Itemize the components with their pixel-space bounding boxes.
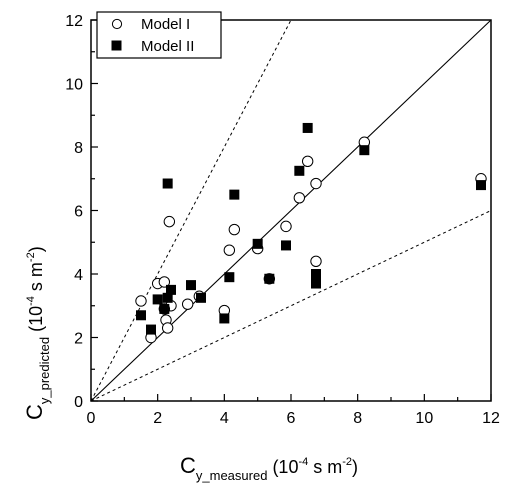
y-tick-label: 10 (65, 77, 83, 94)
y-axis-title-main: C (22, 404, 47, 420)
model-ii-point (359, 145, 370, 156)
model-ii-point (159, 303, 170, 314)
model-ii-point (219, 313, 230, 324)
y-tick-label: 4 (74, 267, 83, 284)
y-axis-title: Cy_predicted (10-4 s m-2) (22, 246, 52, 420)
data-points (135, 122, 487, 344)
y-tick-label: 12 (65, 13, 83, 30)
legend: Model I Model II (96, 11, 222, 59)
y-axis-title-unit-mid: s m (26, 262, 46, 296)
model-ii-point (264, 273, 275, 284)
x-tick-label: 6 (287, 410, 296, 427)
model-ii-point (252, 238, 263, 249)
model-i-point (158, 276, 171, 288)
y-axis-title-unit-open: (10 (26, 306, 46, 337)
model-i-point (135, 295, 147, 307)
dashed-bound-line-1 (90, 19, 292, 402)
y-tick-label: 8 (74, 140, 83, 157)
legend-label-model-i: Model I (141, 16, 190, 33)
x-axis-title-exp: -4 (298, 456, 308, 468)
model-i-point (301, 155, 314, 167)
model-ii-point (311, 269, 321, 279)
x-axis-title: Cy_measured (10-4 s m-2) (180, 453, 358, 483)
model-ii-point (162, 292, 173, 303)
identity-line (90, 19, 492, 402)
model-i-point (293, 192, 306, 204)
x-axis-title-sub: y_measured (196, 468, 268, 483)
x-axis-title-exp2: -2 (342, 456, 352, 468)
y-axis-title-exp: -4 (25, 296, 37, 306)
x-axis-title-unit-open: (10 (267, 457, 298, 477)
model-ii-point (196, 292, 206, 303)
model-i-point (310, 177, 322, 190)
dashed-bound-line-2 (90, 210, 492, 402)
model-ii-point (162, 178, 173, 189)
model-i-point (228, 223, 241, 236)
model-ii-point (294, 165, 305, 176)
x-axis-title-main: C (180, 453, 196, 478)
model-ii-point (136, 310, 146, 321)
model-i-point (163, 215, 176, 228)
model-i-point (161, 322, 174, 334)
model-ii-point (281, 240, 291, 251)
legend-marker-model-i (111, 18, 123, 30)
x-tick-label: 12 (482, 410, 500, 427)
model-i-point (223, 244, 236, 256)
y-axis-title-sub: y_predicted (37, 337, 52, 404)
x-tick-label: 2 (153, 410, 162, 427)
y-tick-label: 6 (74, 204, 83, 221)
legend-label-model-ii: Model II (141, 38, 194, 55)
y-axis-title-unit-close: ) (26, 246, 46, 252)
x-tick-label: 8 (353, 410, 362, 427)
model-ii-point (311, 278, 321, 289)
x-tick-label: 10 (415, 410, 433, 427)
y-tick-label: 2 (74, 331, 83, 348)
legend-marker-model-ii (111, 40, 122, 51)
x-axis-title-unit-mid: s m (308, 457, 342, 477)
model-i-point (310, 255, 322, 267)
model-ii-point (229, 189, 240, 200)
reference-lines (90, 19, 492, 402)
model-ii-point (224, 272, 235, 283)
model-ii-point (186, 280, 196, 291)
model-ii-point (166, 284, 176, 295)
x-tick-label: 4 (220, 410, 229, 427)
tick-labels: 0 2 4 6 8 10 12 0 2 4 6 8 10 12 (65, 13, 500, 427)
y-tick-label: 0 (74, 394, 83, 411)
y-axis-title-exp2: -2 (25, 252, 37, 262)
axis-ticks (90, 19, 492, 402)
x-tick-label: 0 (87, 410, 96, 427)
model-ii-point (302, 122, 313, 133)
model-i-point (280, 220, 292, 233)
model-ii-point (476, 180, 486, 191)
model-ii-point (146, 324, 156, 335)
model-ii-point (152, 294, 163, 305)
x-axis-title-unit-close: ) (352, 457, 358, 477)
model-i-point (181, 298, 194, 310)
